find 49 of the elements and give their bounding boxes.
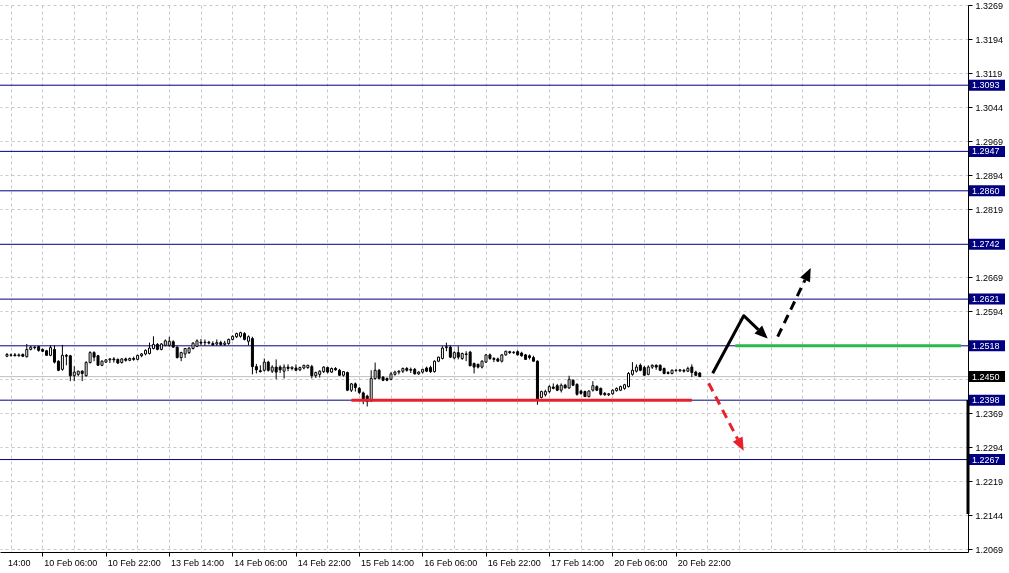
y-tick-label: 1.2819 — [975, 204, 1004, 215]
ref-line-label: 1.2267 — [972, 454, 1000, 465]
candlestick — [68, 354, 72, 382]
y-tick-label: 1.2894 — [975, 170, 1004, 181]
ref-line-label: 1.2947 — [972, 146, 1000, 157]
y-tick-label: 1.2069 — [975, 544, 1004, 555]
candlestick — [112, 356, 116, 364]
candlestick — [203, 338, 207, 347]
x-tick-label: 20 Feb 06:00 — [614, 557, 668, 568]
candlestick — [60, 344, 64, 372]
ref-line-label: 1.2621 — [972, 294, 1000, 305]
x-tick-label: 10 Feb 06:00 — [44, 557, 98, 568]
x-tick-label: 14 Feb 22:00 — [297, 557, 351, 568]
x-tick-label: 16 Feb 22:00 — [487, 557, 541, 568]
candlestick — [199, 338, 203, 346]
candlestick — [286, 363, 290, 372]
ref-line-label: 1.3093 — [972, 80, 1000, 91]
x-tick-label: 16 Feb 06:00 — [424, 557, 478, 568]
candlestick — [108, 357, 112, 364]
candlestick — [274, 358, 278, 380]
x-tick-label: 13 Feb 14:00 — [170, 557, 225, 568]
y-tick-label: 1.3044 — [975, 102, 1004, 113]
ref-line-label: 1.2742 — [972, 239, 1000, 250]
x-tick-label: 20 Feb 22:00 — [677, 557, 731, 568]
candlestick — [682, 368, 686, 374]
y-tick-label: 1.3194 — [975, 34, 1004, 45]
candlestick — [397, 369, 401, 375]
y-tick-label: 1.2144 — [975, 510, 1004, 521]
x-tick-label: 17 Feb 14:00 — [551, 557, 605, 568]
ref-line-label: 1.2398 — [972, 395, 1000, 406]
candlestick — [492, 356, 496, 363]
x-tick-label: 14:00 — [8, 557, 31, 568]
x-tick-label: 14 Feb 06:00 — [234, 557, 288, 568]
ref-line-label: 1.2518 — [972, 340, 1000, 351]
candlestick — [591, 380, 595, 393]
y-tick-label: 1.2294 — [975, 442, 1004, 453]
y-tick-label: 1.2594 — [975, 306, 1004, 317]
x-tick-label: 15 Feb 14:00 — [360, 557, 415, 568]
y-tick-label: 1.2219 — [975, 476, 1004, 487]
candlestick — [278, 364, 282, 374]
candlestick — [282, 363, 286, 379]
y-tick-label: 1.2369 — [975, 408, 1004, 419]
ref-line-label: 1.2860 — [972, 185, 1000, 196]
y-tick-label: 1.2669 — [975, 272, 1004, 283]
x-tick-label: 10 Feb 22:00 — [107, 557, 161, 568]
y-tick-label: 1.2969 — [975, 136, 1004, 147]
y-tick-label: 1.3269 — [975, 0, 1004, 11]
y-tick-label: 1.3119 — [975, 68, 1003, 79]
ref-line-label: 1.2450 — [972, 371, 1000, 382]
